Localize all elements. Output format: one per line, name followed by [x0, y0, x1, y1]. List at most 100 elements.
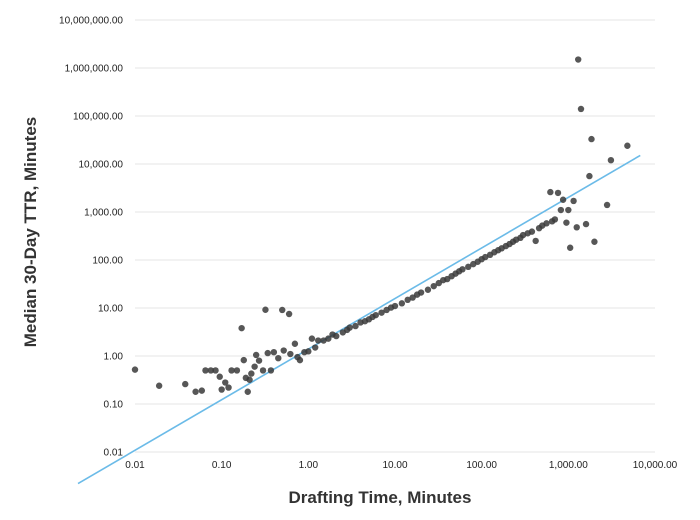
data-point	[315, 337, 322, 344]
data-point	[588, 135, 595, 143]
data-point	[391, 302, 399, 310]
data-point	[624, 142, 631, 149]
data-point	[308, 335, 316, 342]
data-point	[575, 56, 582, 63]
data-point	[570, 197, 577, 205]
data-point	[311, 344, 319, 351]
data-point	[259, 367, 267, 374]
data-point	[430, 282, 437, 290]
data-point	[212, 367, 219, 374]
data-point	[603, 201, 611, 209]
x-tick-label: 1.00	[299, 460, 319, 471]
data-point	[246, 376, 253, 383]
data-point	[333, 332, 340, 340]
x-tick-label: 10,000.00	[633, 460, 678, 471]
data-point	[202, 367, 209, 374]
data-points-layer	[131, 56, 631, 395]
data-point	[528, 228, 536, 235]
data-point	[482, 253, 489, 261]
data-point	[198, 387, 206, 394]
data-point	[459, 266, 466, 273]
data-point	[182, 380, 189, 388]
data-point	[131, 366, 139, 373]
y-tick-labels: 0.01 0.10 1.00 10.00 100.00 1,000.00 10,000.00…	[59, 16, 123, 459]
data-point	[291, 340, 299, 347]
data-point	[287, 350, 294, 358]
x-tick-label: 0.10	[212, 460, 232, 471]
data-point	[155, 382, 163, 389]
data-point	[424, 286, 432, 293]
data-point	[244, 388, 251, 395]
data-point	[218, 386, 225, 393]
data-point	[532, 237, 539, 245]
data-point	[296, 356, 304, 364]
y-tick-label: 10,000,000.00	[59, 16, 123, 27]
data-point	[280, 347, 287, 354]
data-point	[404, 296, 411, 304]
data-point	[225, 384, 232, 391]
data-point	[582, 220, 590, 228]
data-point	[216, 373, 223, 380]
x-tick-label: 1,000.00	[549, 460, 588, 471]
data-point	[557, 206, 565, 214]
data-point	[573, 224, 580, 231]
data-point	[563, 219, 570, 226]
x-axis-title: Drafting Time, Minutes	[289, 488, 472, 507]
data-point	[559, 196, 567, 203]
y-tick-label: 1.00	[104, 352, 124, 363]
y-tick-label: 100,000.00	[73, 112, 123, 123]
data-point	[248, 370, 255, 377]
data-point	[275, 354, 282, 362]
data-point	[279, 306, 286, 314]
y-tick-label: 10,000.00	[79, 160, 124, 171]
x-tick-label: 100.00	[466, 460, 497, 471]
x-tick-label: 0.01	[125, 460, 145, 471]
data-point	[372, 311, 379, 319]
data-point	[554, 189, 562, 197]
trendline	[77, 154, 641, 485]
y-tick-label: 0.10	[104, 400, 124, 411]
data-point	[252, 351, 260, 359]
data-point	[565, 206, 572, 214]
data-point	[577, 105, 585, 113]
data-point	[346, 324, 353, 331]
data-point	[264, 349, 271, 357]
y-axis-title: Median 30-Day TTR, Minutes	[21, 117, 40, 347]
y-tick-label: 1,000.00	[84, 208, 123, 219]
data-point	[378, 309, 385, 316]
data-point	[240, 356, 247, 364]
data-point	[591, 238, 598, 245]
data-point	[607, 156, 615, 164]
data-point	[465, 263, 472, 271]
data-point	[267, 367, 275, 374]
data-point	[543, 220, 550, 227]
data-point	[192, 388, 199, 395]
y-tick-label: 0.01	[104, 448, 124, 459]
data-point	[238, 324, 245, 332]
x-tick-labels: 0.01 0.10 1.00 10.00 100.00 1,000.00 10,000.00	[125, 460, 677, 471]
data-point	[270, 348, 278, 356]
data-point	[586, 172, 593, 180]
trendline-layer	[77, 154, 641, 485]
data-point	[262, 306, 269, 313]
data-point	[305, 348, 312, 355]
data-point	[228, 367, 235, 374]
data-point	[222, 379, 229, 386]
data-point	[352, 322, 359, 330]
data-point	[417, 289, 425, 296]
x-tick-label: 10.00	[382, 460, 407, 471]
grid-layer	[135, 19, 655, 453]
data-point	[255, 357, 263, 364]
data-point	[566, 244, 574, 251]
y-tick-label: 1,000,000.00	[65, 64, 124, 75]
data-point	[547, 188, 554, 196]
data-point	[285, 310, 293, 318]
data-point	[251, 363, 258, 370]
data-point	[551, 216, 559, 223]
y-tick-label: 10.00	[98, 304, 123, 315]
data-point	[398, 300, 406, 307]
y-tick-label: 100.00	[92, 256, 123, 267]
data-point	[207, 367, 215, 374]
